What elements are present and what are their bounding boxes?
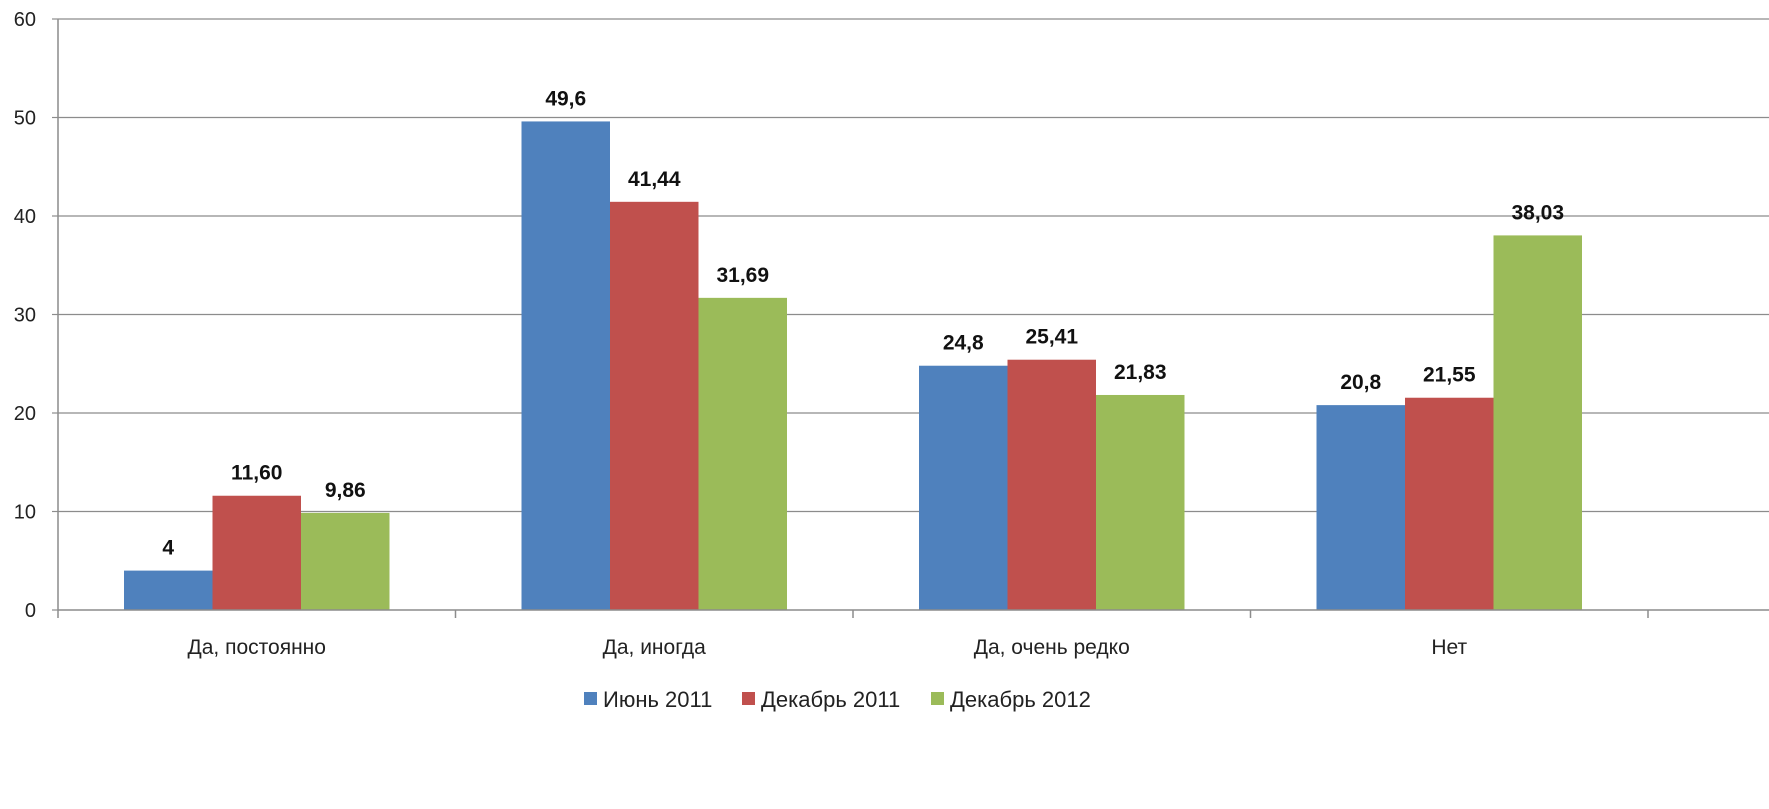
data-label: 24,8 [943, 332, 984, 355]
legend: Июнь 2011 Декабрь 2011 Декабрь 2012 [584, 687, 1091, 712]
category-label: Нет [1431, 636, 1467, 659]
legend-label: Декабрь 2011 [761, 687, 900, 712]
bar-1-2 [521, 121, 610, 610]
legend-swatch [584, 692, 597, 705]
bar-3-1 [301, 512, 390, 610]
bar-3-4 [1493, 235, 1582, 611]
data-label: 21,55 [1423, 364, 1476, 387]
data-labels: 4 11,60 9,86 49,6 41,44 31,69 24,8 25,41 21,83 20… [162, 87, 1564, 559]
data-label: 41,44 [628, 168, 681, 191]
category-label: Да, очень редко [974, 636, 1130, 659]
y-tick-label: 0 [25, 600, 36, 622]
data-label: 25,41 [1025, 326, 1078, 349]
data-label: 20,8 [1340, 371, 1381, 394]
category-label: Да, иногда [603, 636, 707, 659]
bar-2-2 [610, 201, 699, 611]
data-label: 4 [162, 537, 174, 560]
data-label: 31,69 [716, 264, 769, 287]
bar-1-1 [124, 570, 213, 610]
y-tick-label: 50 [14, 108, 36, 130]
bar-1-3 [919, 365, 1008, 610]
bars [124, 121, 1582, 611]
category-label: Да, постоянно [188, 636, 326, 659]
axes [57, 19, 1769, 618]
data-label: 49,6 [545, 87, 586, 110]
legend-label: Декабрь 2012 [950, 687, 1091, 712]
bar-2-1 [212, 495, 301, 610]
y-tick-label: 20 [14, 403, 36, 425]
data-label: 9,86 [325, 479, 366, 502]
y-tick-label: 10 [14, 502, 36, 524]
bar-1-4 [1316, 405, 1405, 610]
bar-3-2 [698, 297, 787, 610]
legend-label: Июнь 2011 [603, 687, 712, 712]
x-axis-categories: Да, постоянно Да, иногда Да, очень редко Не… [188, 636, 1468, 659]
y-tick-label: 30 [14, 305, 36, 327]
bar-3-3 [1096, 394, 1185, 610]
y-tick-label: 60 [14, 9, 36, 31]
y-tick-label: 40 [14, 206, 36, 228]
data-label: 21,83 [1114, 361, 1167, 384]
data-label: 38,03 [1511, 201, 1564, 224]
y-axis-ticks: 0 10 20 30 40 50 60 [14, 9, 58, 622]
bar-2-4 [1405, 397, 1494, 610]
data-label: 11,60 [231, 462, 282, 485]
legend-swatch [742, 692, 755, 705]
legend-swatch [931, 692, 944, 705]
bar-2-3 [1007, 359, 1096, 610]
